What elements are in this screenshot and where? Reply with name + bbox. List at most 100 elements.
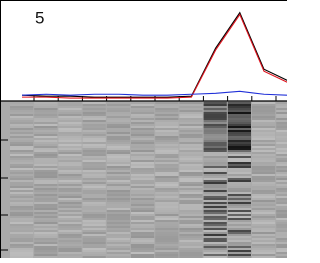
gel-stripe xyxy=(179,250,203,252)
gel-stripe xyxy=(131,198,155,200)
gel-stripe xyxy=(10,200,34,202)
gel-stripe xyxy=(10,256,34,258)
gel-stripe xyxy=(10,172,34,174)
gel-stripe xyxy=(252,168,276,170)
gel-stripe xyxy=(179,114,203,116)
gel-stripe xyxy=(34,126,58,128)
gel-stripe xyxy=(34,170,58,172)
gel-stripe xyxy=(252,118,276,120)
gel-stripe xyxy=(34,182,58,184)
gel-stripe xyxy=(10,234,34,236)
gel-stripe xyxy=(179,120,203,122)
gel-stripe xyxy=(203,112,227,114)
gel-stripe xyxy=(34,232,58,234)
gel-stripe xyxy=(106,114,130,116)
gel-stripe xyxy=(58,232,82,234)
gel-stripe xyxy=(106,180,130,182)
gel-stripe xyxy=(203,230,227,232)
gel-stripe xyxy=(34,156,58,158)
gel-stripe xyxy=(252,144,276,146)
gel-stripe xyxy=(179,240,203,242)
gel-stripe xyxy=(10,146,34,148)
gel-stripe xyxy=(276,150,300,152)
gel-stripe xyxy=(276,114,300,116)
gel-stripe xyxy=(131,216,155,218)
gel-stripe xyxy=(203,216,227,218)
gel-stripe xyxy=(252,204,276,206)
gel-stripe xyxy=(58,180,82,182)
gel-stripe xyxy=(252,172,276,174)
gel-stripe xyxy=(10,140,34,142)
gel-stripe xyxy=(82,212,106,214)
gel-stripe xyxy=(179,154,203,156)
gel-stripe xyxy=(252,252,276,254)
gel-stripe xyxy=(203,240,227,242)
gel-stripe xyxy=(227,242,251,244)
gel-stripe xyxy=(276,126,300,128)
gel-stripe xyxy=(82,214,106,216)
gel-stripe xyxy=(10,250,34,252)
gel-stripe xyxy=(276,162,300,164)
gel-stripe xyxy=(155,152,179,154)
gel-stripe xyxy=(203,142,227,144)
gel-stripe xyxy=(82,186,106,188)
gel-stripe xyxy=(10,188,34,190)
gel-stripe xyxy=(106,168,130,170)
gel-stripe xyxy=(34,144,58,146)
gel-stripe xyxy=(34,224,58,226)
gel-stripe xyxy=(155,214,179,216)
gel-stripe xyxy=(276,160,300,162)
gel-stripe xyxy=(58,188,82,190)
gel-stripe xyxy=(203,106,227,108)
gel-stripe xyxy=(10,108,34,110)
gel-stripe xyxy=(131,162,155,164)
gel-stripe xyxy=(203,200,227,202)
gel-stripe xyxy=(34,140,58,142)
gel-stripe xyxy=(227,116,251,118)
gel-stripe xyxy=(155,116,179,118)
gel-stripe xyxy=(227,112,251,114)
gel-stripe xyxy=(106,156,130,158)
gel-stripe xyxy=(252,116,276,118)
gel-stripe xyxy=(58,224,82,226)
gel-stripe xyxy=(82,154,106,156)
gel-stripe xyxy=(131,214,155,216)
gel-stripe xyxy=(155,158,179,160)
gel-stripe xyxy=(252,156,276,158)
gel-stripe xyxy=(155,170,179,172)
gel-stripe xyxy=(203,170,227,172)
gel-stripe xyxy=(82,252,106,254)
gel-stripe xyxy=(227,228,251,230)
gel-stripe xyxy=(58,106,82,108)
gel-stripe xyxy=(179,248,203,250)
gel-stripe xyxy=(252,250,276,252)
gel-stripe xyxy=(227,158,251,160)
gel-stripe xyxy=(276,174,300,176)
gel-stripe xyxy=(276,236,300,238)
gel-stripe xyxy=(227,236,251,238)
gel-stripe xyxy=(252,196,276,198)
gel-stripe xyxy=(179,124,203,126)
gel-stripe xyxy=(82,180,106,182)
gel-stripe xyxy=(106,230,130,232)
gel-stripe xyxy=(34,162,58,164)
gel-stripe xyxy=(227,248,251,250)
gel-stripe xyxy=(10,174,34,176)
gel-stripe xyxy=(203,188,227,190)
gel-stripe xyxy=(10,208,34,210)
gel-stripe xyxy=(106,218,130,220)
gel-stripe xyxy=(276,170,300,172)
gel-stripe xyxy=(155,188,179,190)
gel-stripe xyxy=(58,196,82,198)
gel-stripe xyxy=(10,246,34,248)
gel-stripe xyxy=(252,200,276,202)
gel-stripe xyxy=(10,130,34,132)
gel-stripe xyxy=(106,146,130,148)
gel-stripe xyxy=(155,184,179,186)
gel-stripe xyxy=(106,122,130,124)
gel-stripe xyxy=(203,204,227,206)
gel-stripe xyxy=(276,164,300,166)
gel-stripe xyxy=(34,106,58,108)
gel-stripe xyxy=(10,166,34,168)
gel-stripe xyxy=(10,160,34,162)
